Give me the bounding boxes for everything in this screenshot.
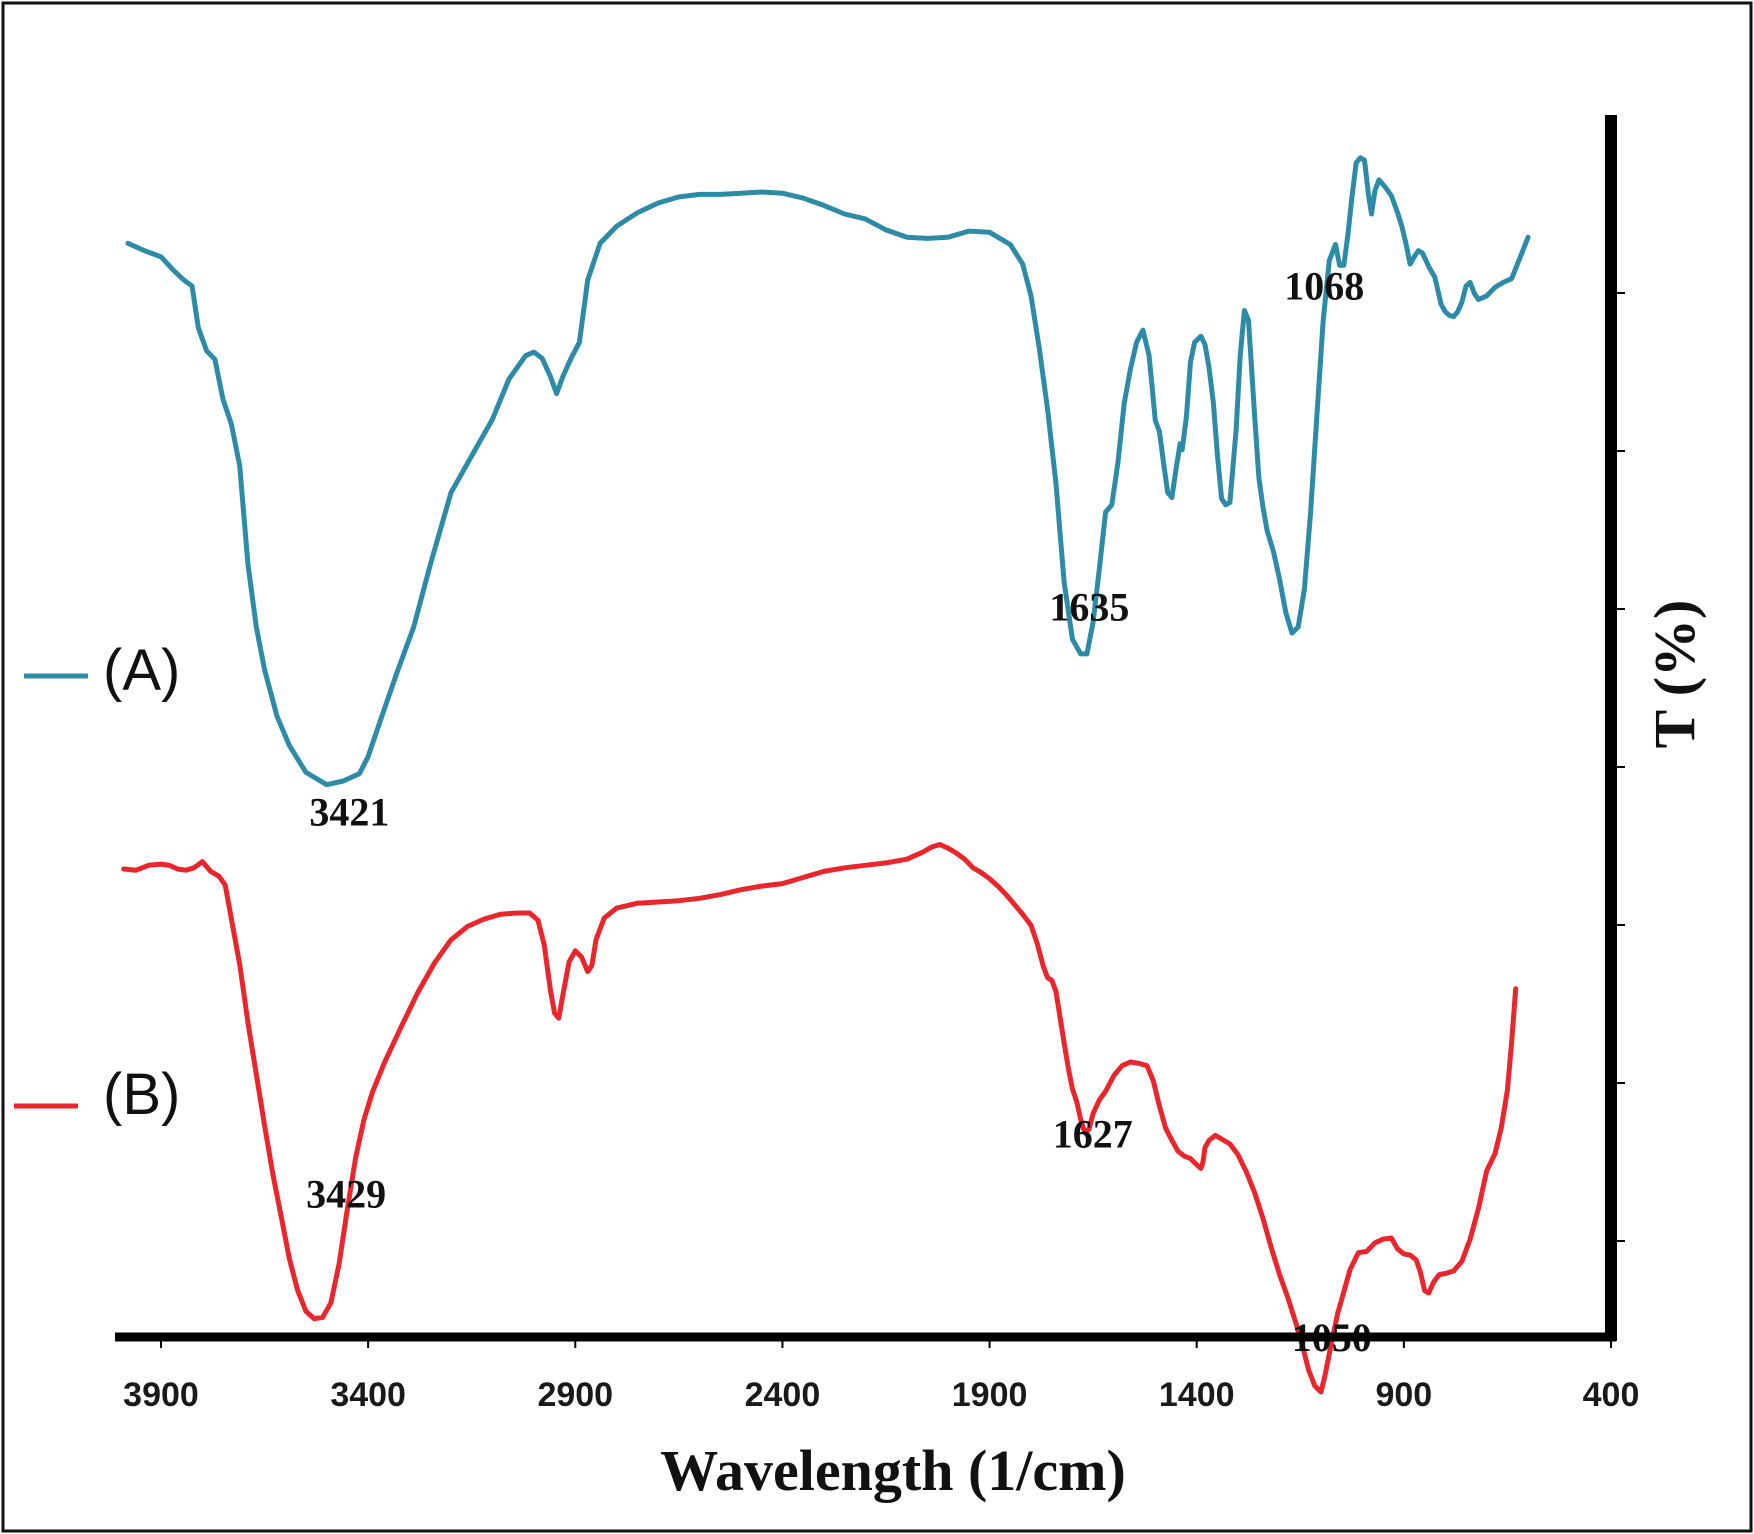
series-layer — [121, 155, 1531, 1395]
x-tick-label: 2900 — [537, 1376, 613, 1414]
peak-label: 1635 — [1049, 584, 1129, 629]
tick-layer: 3900 3400 2900 2400 1900 1400 900 400 — [123, 292, 1640, 1414]
x-tick-label: 3400 — [330, 1376, 406, 1414]
y-axis-title: T (%) — [1642, 600, 1707, 749]
legend: (A) (B) — [14, 638, 180, 1127]
x-tick-label: 900 — [1375, 1376, 1432, 1414]
x-tick-label: 3900 — [123, 1376, 199, 1414]
peak-label: 1627 — [1053, 1111, 1133, 1156]
legend-label-b: (B) — [103, 1062, 180, 1127]
legend-label-a: (A) — [103, 638, 180, 703]
x-tick-label: 2400 — [745, 1376, 821, 1414]
x-tick-label: 1900 — [952, 1376, 1028, 1414]
peak-label: 3429 — [306, 1172, 386, 1217]
x-axis-title: Wavelength (1/cm) — [660, 1438, 1126, 1503]
x-tick-label: 400 — [1583, 1376, 1640, 1414]
x-tick-label: 1400 — [1159, 1376, 1235, 1414]
series-line-a — [125, 155, 1531, 788]
series-line-b — [121, 842, 1519, 1395]
peak-label: 1068 — [1284, 264, 1364, 309]
peak-label: 3421 — [309, 790, 389, 835]
